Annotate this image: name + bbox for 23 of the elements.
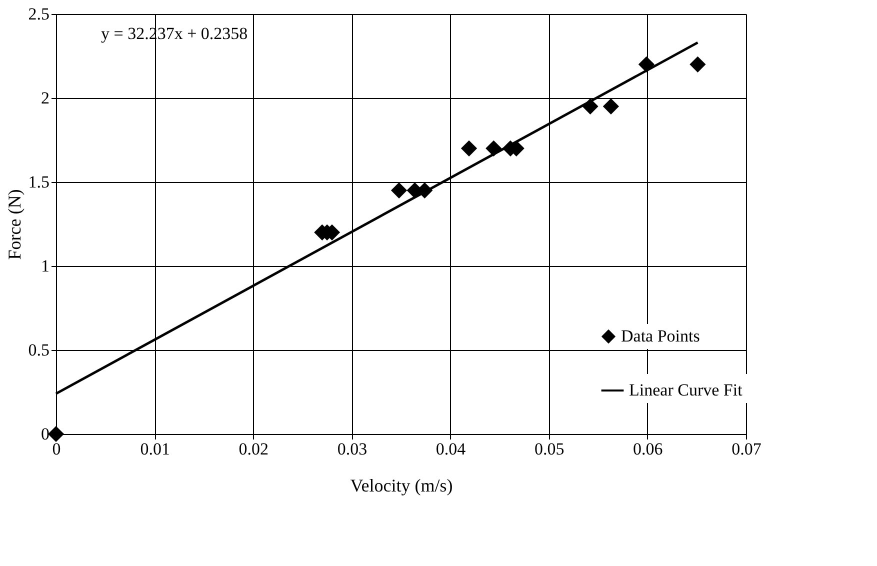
y-tick-label: 2.5	[28, 4, 50, 24]
y-tick-label: 1.5	[28, 172, 50, 192]
x-tick-label: 0.07	[732, 440, 762, 458]
x-tick-label: 0.01	[140, 440, 170, 458]
point	[390, 182, 408, 198]
y-tick-label: 1	[41, 256, 50, 276]
x-tick-label: 0.06	[633, 440, 663, 458]
y-tick-label: 0	[41, 424, 50, 444]
x-tick-label: 0.02	[238, 440, 269, 458]
x-tick-label: 0.03	[337, 440, 368, 458]
x-axis-title: Velocity (m/s)	[350, 476, 453, 496]
x-tick-label: 0.04	[436, 440, 466, 458]
x-tick-label: 0.05	[534, 440, 564, 458]
y-tick-label: 2	[41, 88, 50, 108]
point	[690, 56, 706, 72]
point	[48, 426, 64, 442]
point	[602, 98, 620, 114]
y-tick-label: 0.5	[28, 340, 50, 360]
point	[460, 140, 478, 156]
legend-label: Linear Curve Fit	[629, 380, 743, 400]
legend-label: Data Points	[621, 326, 700, 346]
y-axis-title: Force (N)	[4, 189, 24, 260]
point	[638, 56, 655, 72]
